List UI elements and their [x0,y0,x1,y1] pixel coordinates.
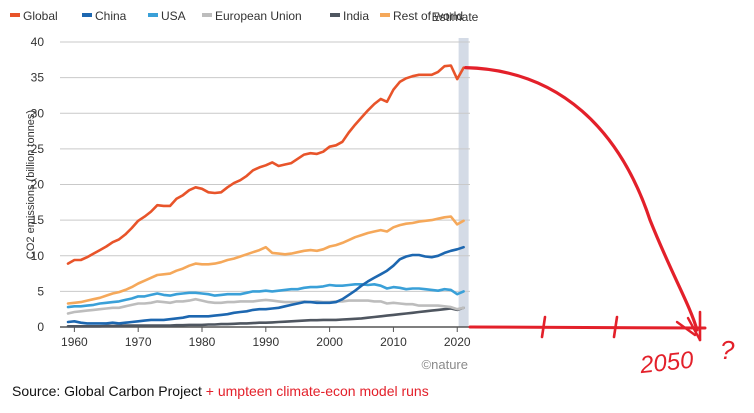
grid-lines [60,41,470,328]
series-line-3 [66,297,465,315]
estimate-band-rect [458,38,469,327]
x-tick-1960: 1960 [61,335,88,349]
series-line-4 [66,306,465,328]
projection-end-mark [675,316,702,342]
chart-legend: Global China USA European Union India Rest of… [10,9,463,23]
legend-swatch-0 [10,13,20,17]
legend-swatch-5 [380,13,390,17]
x-tick-1970: 1970 [125,335,152,349]
x-tick-1980: 1980 [189,335,216,349]
series-lines [66,64,465,328]
legend-label-2: USA [161,9,186,23]
legend-swatch-1 [82,13,92,17]
legend-label-3: European Union [215,9,302,23]
series-line-1 [66,245,465,325]
legend-label-5: Rest of world [393,9,463,23]
projection-curve [464,66,699,332]
source-text: Source: Global Carbon Project [12,383,206,399]
y-tick-40: 40 [31,35,45,49]
x-tick-1990: 1990 [252,335,279,349]
projection-tick-0 [540,315,547,339]
x-axis: 1960 1970 1980 1990 2000 2010 2020 [61,327,471,349]
series-line-0 [66,64,465,265]
estimate-label: Estimate [432,10,479,24]
y-axis: 0 5 10 15 20 25 30 35 40 CO2 emissions (billion t… [25,35,44,334]
series-line-5 [66,215,465,305]
y-tick-5: 5 [37,284,44,298]
source-annotation: + umpteen climate-econ model runs [205,383,429,399]
legend-swatch-3 [202,13,212,17]
y-tick-30: 30 [31,106,45,120]
legend-label-1: China [95,9,127,23]
y-tick-15: 15 [31,213,45,227]
y-tick-35: 35 [31,71,45,85]
y-tick-10: 10 [31,249,45,263]
year-2050-label: 2050 [638,347,696,380]
y-tick-25: 25 [31,142,45,156]
legend-swatch-4 [330,13,340,17]
x-tick-2000: 2000 [316,335,343,349]
x-tick-2010: 2010 [380,335,407,349]
estimate-band: Estimate [432,10,479,327]
series-line-2 [66,282,465,309]
projection-axis [468,325,707,330]
legend-label-4: India [343,9,369,23]
y-axis-label: CO2 emissions (billion tonnes) [25,110,37,259]
nature-watermark: ©nature [422,357,468,372]
legend-swatch-2 [148,13,158,17]
y-tick-0: 0 [37,320,44,334]
source-line: Source: Global Carbon Project + umpteen … [12,383,429,399]
question-mark: ? [720,335,735,365]
y-tick-20: 20 [31,178,45,192]
legend-label-0: Global [23,9,58,23]
x-tick-2020: 2020 [444,335,471,349]
hand-drawn-overlay: 2050? [464,66,735,380]
projection-tick-1 [612,315,619,339]
